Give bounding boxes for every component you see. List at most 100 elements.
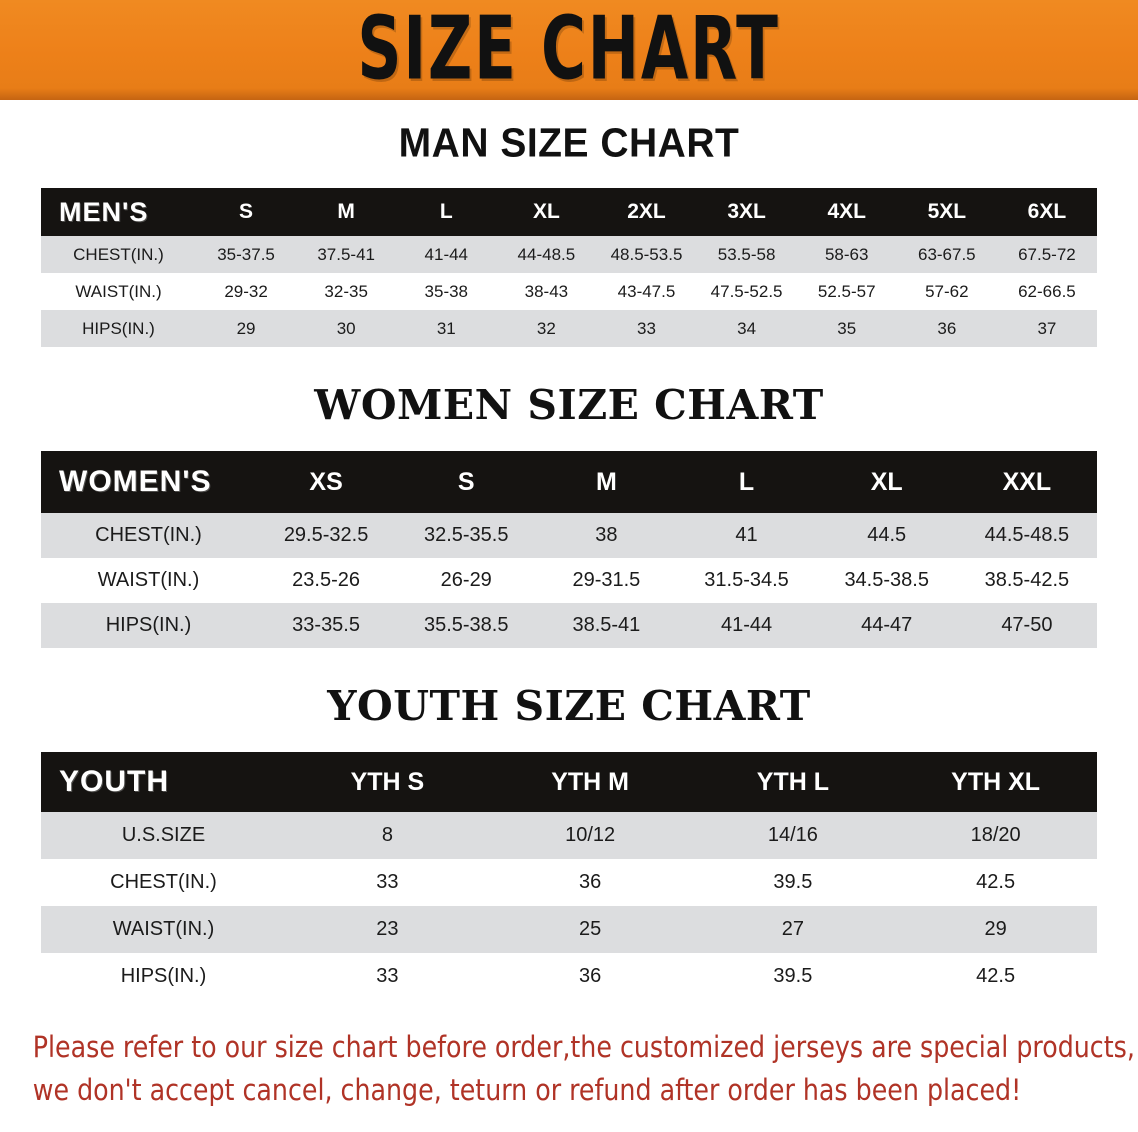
youth-column-header: YTH XL [894, 752, 1097, 812]
youth-cell: 36 [488, 953, 692, 1000]
man-section-title: MAN SIZE CHART [398, 120, 740, 167]
man-cell: 67.5-72 [996, 236, 1097, 273]
youth-table-body: U.S.SIZE 8 10/12 14/16 18/20 CHEST(IN.) 33 36 39… [41, 812, 1097, 1000]
women-size-table: WOMEN'S XS S M L XL XXL CHEST(IN.) 29.5-32.5 32… [41, 451, 1097, 648]
youth-cell: 39.5 [691, 953, 895, 1000]
youth-column-header: YTH S [286, 752, 489, 812]
table-row: CHEST(IN.) 29.5-32.5 32.5-35.5 38 41 44.5 44.5… [41, 513, 1097, 558]
man-cell: 35 [796, 310, 897, 347]
man-cell: 30 [296, 310, 397, 347]
table-row: WAIST(IN.) 29-32 32-35 35-38 38-43 43-47.5 47.… [41, 273, 1097, 310]
youth-cell: 8 [286, 812, 489, 859]
youth-cell: 27 [691, 906, 895, 953]
man-cell: 41-44 [396, 236, 497, 273]
youth-row-label: CHEST(IN.) [41, 859, 286, 906]
youth-cell: 33 [286, 859, 489, 906]
man-corner-label: MEN'S [41, 188, 196, 236]
women-cell: 41-44 [676, 603, 817, 648]
youth-corner-label: YOUTH [41, 752, 286, 812]
man-cell: 37 [996, 310, 1097, 347]
man-cell: 32 [496, 310, 597, 347]
women-cell: 34.5-38.5 [816, 558, 957, 603]
women-column-header: XXL [956, 451, 1097, 513]
youth-cell: 42.5 [894, 953, 1097, 1000]
women-column-header: L [676, 451, 817, 513]
man-cell: 32-35 [296, 273, 397, 310]
man-table-body: CHEST(IN.) 35-37.5 37.5-41 41-44 44-48.5 48.5… [41, 236, 1097, 347]
man-column-header: 5XL [896, 188, 997, 236]
table-row: HIPS(IN.) 29 30 31 32 33 34 35 36 37 [41, 310, 1097, 347]
man-cell: 38-43 [496, 273, 597, 310]
man-row-label: CHEST(IN.) [41, 236, 196, 273]
man-column-header: XL [496, 188, 597, 236]
women-cell: 44-47 [816, 603, 957, 648]
man-table-head: MEN'S S M L XL 2XL 3XL 4XL 5XL 6XL [41, 188, 1097, 236]
women-table-body: CHEST(IN.) 29.5-32.5 32.5-35.5 38 41 44.5 44.5… [41, 513, 1097, 648]
women-cell: 38.5-41 [536, 603, 677, 648]
youth-row-label: WAIST(IN.) [41, 906, 286, 953]
youth-section-title: YOUTH SIZE CHART [327, 682, 811, 730]
youth-table-header-row: YOUTH YTH S YTH M YTH L YTH XL [41, 752, 1097, 812]
women-cell: 29.5-32.5 [256, 513, 397, 558]
disclaimer-line-2: we don't accept cancel, change, teturn o… [32, 1072, 1022, 1107]
man-cell: 29-32 [196, 273, 297, 310]
women-corner-label: WOMEN'S [41, 451, 256, 513]
women-cell: 38 [536, 513, 677, 558]
man-cell: 63-67.5 [896, 236, 997, 273]
youth-cell: 39.5 [691, 859, 895, 906]
man-row-label: WAIST(IN.) [41, 273, 196, 310]
youth-row-label: U.S.SIZE [41, 812, 286, 859]
man-cell: 36 [896, 310, 997, 347]
women-cell: 29-31.5 [536, 558, 677, 603]
table-row: HIPS(IN.) 33-35.5 35.5-38.5 38.5-41 41-44 44-… [41, 603, 1097, 648]
man-cell: 58-63 [796, 236, 897, 273]
women-section-title: WOMEN SIZE CHART [314, 381, 824, 429]
women-cell: 23.5-26 [256, 558, 397, 603]
man-cell: 29 [196, 310, 297, 347]
table-row: WAIST(IN.) 23.5-26 26-29 29-31.5 31.5-34.5 34… [41, 558, 1097, 603]
youth-cell: 14/16 [691, 812, 895, 859]
women-cell: 33-35.5 [256, 603, 397, 648]
table-row: CHEST(IN.) 35-37.5 37.5-41 41-44 44-48.5 48.5… [41, 236, 1097, 273]
disclaimer-line-1: Please refer to our size chart before or… [32, 1030, 1135, 1064]
women-cell: 44.5 [816, 513, 957, 558]
youth-cell: 42.5 [894, 859, 1097, 906]
man-size-table: MEN'S S M L XL 2XL 3XL 4XL 5XL 6XL CHEST(IN.) 35-… [41, 188, 1097, 347]
man-column-header: 4XL [796, 188, 897, 236]
women-cell: 41 [676, 513, 817, 558]
women-table-header-row: WOMEN'S XS S M L XL XXL [41, 451, 1097, 513]
women-row-label: CHEST(IN.) [41, 513, 256, 558]
women-row-label: HIPS(IN.) [41, 603, 256, 648]
youth-cell: 23 [286, 906, 489, 953]
youth-table-head: YOUTH YTH S YTH M YTH L YTH XL [41, 752, 1097, 812]
man-cell: 57-62 [896, 273, 997, 310]
man-table-header-row: MEN'S S M L XL 2XL 3XL 4XL 5XL 6XL [41, 188, 1097, 236]
man-cell: 43-47.5 [596, 273, 697, 310]
man-cell: 48.5-53.5 [596, 236, 697, 273]
man-cell: 35-38 [396, 273, 497, 310]
women-column-header: XL [816, 451, 957, 513]
youth-row-label: HIPS(IN.) [41, 953, 286, 1000]
youth-cell: 10/12 [488, 812, 692, 859]
table-row: CHEST(IN.) 33 36 39.5 42.5 [41, 859, 1097, 906]
women-row-label: WAIST(IN.) [41, 558, 256, 603]
women-cell: 31.5-34.5 [676, 558, 817, 603]
women-cell: 26-29 [396, 558, 537, 603]
table-row: HIPS(IN.) 33 36 39.5 42.5 [41, 953, 1097, 1000]
man-cell: 31 [396, 310, 497, 347]
youth-size-table: YOUTH YTH S YTH M YTH L YTH XL U.S.SIZE 8 10/… [41, 752, 1097, 1000]
women-cell: 44.5-48.5 [956, 513, 1097, 558]
youth-column-header: YTH L [691, 752, 895, 812]
man-column-header: S [196, 188, 297, 236]
man-cell: 53.5-58 [696, 236, 797, 273]
man-cell: 44-48.5 [496, 236, 597, 273]
table-row: WAIST(IN.) 23 25 27 29 [41, 906, 1097, 953]
women-cell: 32.5-35.5 [396, 513, 537, 558]
man-column-header: 6XL [996, 188, 1097, 236]
page-banner: SIZE CHART [0, 0, 1138, 100]
women-column-header: S [396, 451, 537, 513]
man-column-header: 2XL [596, 188, 697, 236]
man-column-header: 3XL [696, 188, 797, 236]
women-column-header: XS [256, 451, 397, 513]
women-cell: 38.5-42.5 [956, 558, 1097, 603]
